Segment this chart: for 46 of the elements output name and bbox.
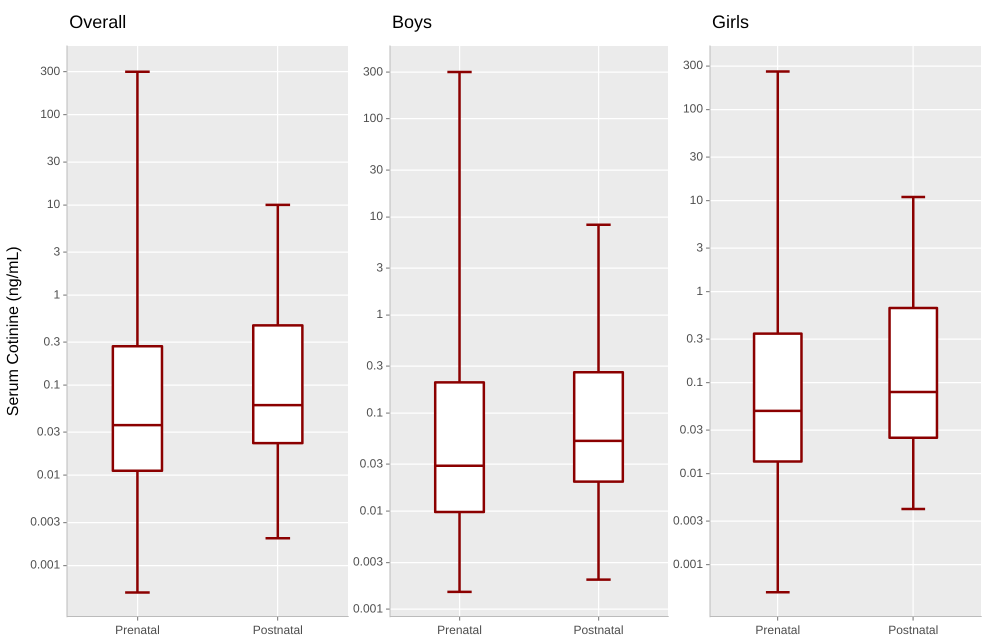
- y-tick-label: 100: [683, 102, 704, 116]
- chart-title: Girls: [712, 12, 750, 33]
- chart-title: Overall: [69, 12, 126, 33]
- y-tick-label: 1: [54, 287, 61, 302]
- y-tick-label: 10: [46, 197, 61, 212]
- chart-title: Boys: [392, 12, 432, 33]
- x-tick-label: Postnatal: [252, 623, 303, 638]
- y-tick-label: 0.1: [686, 374, 704, 389]
- y-tick-label: 0.1: [366, 405, 384, 420]
- x-tick-label: Prenatal: [755, 623, 800, 638]
- x-tick-label: Prenatal: [437, 623, 482, 638]
- y-tick-label: 1: [376, 307, 384, 322]
- x-tick-label: Postnatal: [573, 623, 624, 638]
- y-tick-label: 3: [696, 240, 704, 254]
- y-tick-label: 0.003: [353, 554, 384, 569]
- y-tick-label: 300: [683, 58, 704, 72]
- y-tick-label: 10: [690, 192, 704, 207]
- y-tick-label: 0.3: [366, 358, 384, 373]
- y-tick-label: 300: [363, 64, 384, 78]
- y-tick-label: 3: [54, 244, 61, 258]
- y-tick-label: 0.03: [360, 456, 384, 471]
- y-tick-label: 0.001: [30, 558, 61, 572]
- y-tick-label: 100: [363, 111, 384, 126]
- y-tick-label: 0.3: [686, 331, 704, 346]
- y-tick-label: 0.03: [36, 424, 61, 439]
- y-tick-label: 30: [46, 154, 61, 168]
- y-tick-label: 0.01: [36, 468, 61, 482]
- y-tick-label: 300: [40, 64, 61, 78]
- y-tick-label: 30: [690, 149, 704, 164]
- y-tick-label: 1: [696, 284, 704, 298]
- y-tick-label: 3: [376, 260, 384, 274]
- y-tick-label: 0.001: [353, 601, 384, 616]
- y-tick-label: 0.3: [44, 334, 61, 348]
- y-tick-label: 0.1: [44, 377, 61, 392]
- x-tick-label: Postnatal: [888, 623, 938, 638]
- y-tick-label: 100: [40, 107, 61, 122]
- y-tick-label: 0.03: [680, 422, 704, 437]
- y-tick-label: 0.001: [673, 557, 704, 572]
- y-tick-label: 0.01: [360, 503, 384, 518]
- y-tick-label: 0.003: [673, 514, 704, 528]
- x-tick-label: Prenatal: [115, 623, 160, 638]
- y-tick-label: 30: [370, 162, 384, 176]
- y-axis-title: Serum Cotinine (ng/mL): [5, 246, 22, 416]
- y-tick-label: 10: [370, 209, 384, 224]
- y-tick-label: 0.01: [680, 466, 704, 480]
- y-tick-label: 0.003: [30, 514, 61, 529]
